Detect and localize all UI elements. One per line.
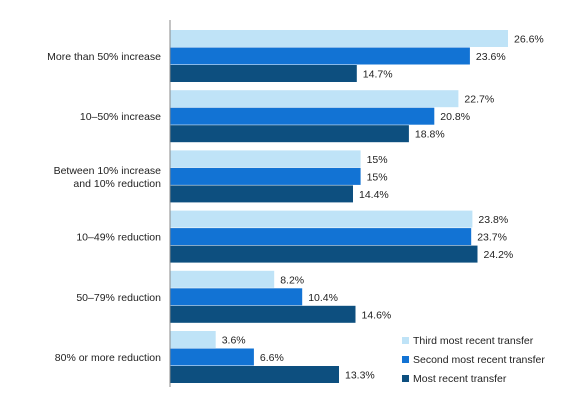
bar-third-most-recent-transfer — [170, 270, 275, 288]
value-label: 8.2% — [280, 274, 304, 286]
value-label: 20.8% — [440, 111, 470, 123]
bar-second-most-recent-transfer — [170, 348, 254, 366]
bar-most-recent-transfer — [170, 65, 357, 82]
bar-second-most-recent-transfer — [170, 47, 470, 65]
bar-second-most-recent-transfer — [170, 288, 303, 306]
bar-third-most-recent-transfer — [170, 90, 459, 108]
legend-label: Third most recent transfer — [413, 335, 534, 347]
bar-most-recent-transfer — [170, 366, 339, 383]
value-label: 14.4% — [359, 189, 389, 201]
category-label: 10–50% increase — [80, 111, 161, 123]
category-label: 80% or more reduction — [55, 352, 161, 364]
category-label: 50–79% reduction — [76, 292, 161, 304]
bar-third-most-recent-transfer — [170, 210, 473, 228]
legend-label: Second most recent transfer — [413, 354, 545, 366]
legend-swatch — [402, 375, 409, 382]
value-label: 6.6% — [260, 352, 284, 364]
bar-third-most-recent-transfer — [170, 150, 361, 168]
bar-most-recent-transfer — [170, 125, 409, 143]
legend-swatch — [402, 337, 409, 344]
bar-third-most-recent-transfer — [170, 30, 508, 47]
category-label: More than 50% increase — [47, 51, 161, 63]
legend-label: Most recent transfer — [413, 373, 507, 385]
value-label: 18.8% — [415, 129, 445, 141]
category-label: 10–49% reduction — [76, 232, 161, 244]
bar-most-recent-transfer — [170, 245, 478, 263]
bar-most-recent-transfer — [170, 185, 353, 203]
value-label: 23.7% — [477, 232, 507, 244]
value-label: 10.4% — [308, 292, 338, 304]
value-label: 14.7% — [363, 69, 393, 81]
category-label: Between 10% increase and 10% reduction — [54, 165, 162, 190]
value-label: 23.6% — [476, 51, 506, 63]
value-label: 3.6% — [222, 335, 246, 347]
bar-second-most-recent-transfer — [170, 167, 361, 185]
value-label: 23.8% — [478, 214, 508, 226]
value-label: 22.7% — [464, 94, 494, 106]
value-label: 14.6% — [362, 309, 392, 321]
value-label: 15% — [367, 171, 388, 183]
bar-second-most-recent-transfer — [170, 228, 472, 246]
value-label: 15% — [367, 154, 388, 166]
bar-second-most-recent-transfer — [170, 107, 435, 125]
value-label: 24.2% — [484, 249, 514, 261]
bar-most-recent-transfer — [170, 305, 356, 323]
legend-swatch — [402, 356, 409, 363]
bar-third-most-recent-transfer — [170, 331, 216, 348]
value-label: 13.3% — [345, 370, 375, 382]
value-label: 26.6% — [514, 34, 544, 46]
